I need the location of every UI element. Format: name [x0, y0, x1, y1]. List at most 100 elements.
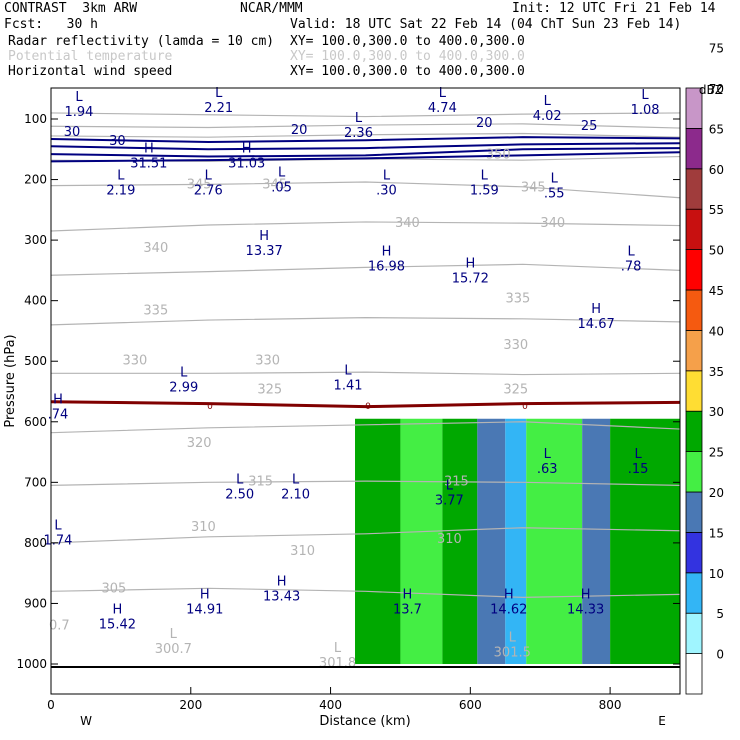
- y-tick-label: 600: [24, 415, 47, 429]
- theta-label: 330: [255, 353, 280, 368]
- theta-contour-330: [51, 317, 680, 326]
- wind-label: 30: [64, 125, 81, 140]
- wind-label: 20: [476, 116, 493, 131]
- wind-contour-20: [51, 147, 680, 158]
- theta-label: 340: [540, 216, 565, 231]
- extremum-marker: H: [277, 574, 287, 589]
- theta-label: 310: [437, 532, 462, 547]
- y-tick-label: 800: [24, 536, 47, 550]
- extremum-marker: L: [383, 169, 391, 184]
- theta-label: 310: [290, 544, 315, 559]
- extremum-marker: H: [53, 393, 63, 408]
- extremum-marker: H: [144, 141, 154, 156]
- colorbar-level: 45: [709, 284, 724, 298]
- colorbar-unit: dBZ: [699, 83, 723, 97]
- extremum-value: 16.98: [368, 259, 405, 274]
- reflectivity-band-0: [355, 418, 401, 664]
- x-tick-label: 400: [319, 698, 342, 712]
- field-name-theta: Potential temperature: [8, 49, 173, 64]
- theta-extremum-value: 300.7: [155, 642, 192, 657]
- theta-label: 315: [444, 474, 469, 489]
- colorbar-level: 5: [716, 607, 724, 621]
- colorbar-level: 30: [709, 405, 724, 419]
- colorbar-level: 0: [716, 648, 724, 662]
- theta-label: 350: [486, 147, 511, 162]
- x-tick-label: 200: [179, 698, 202, 712]
- colorbar-level: 10: [709, 567, 724, 581]
- reflectivity-band-5: [526, 418, 583, 664]
- extremum-marker: L: [54, 519, 62, 534]
- extremum-value: .05: [271, 181, 292, 196]
- colorbar-level: 75: [709, 42, 724, 56]
- extremum-marker: L: [355, 111, 363, 126]
- y-axis-label: Pressure (hPa): [3, 334, 18, 427]
- zero-isotherm: [51, 400, 680, 409]
- theta-extremum-value: 301.8: [319, 656, 356, 671]
- colorbar-level: 20: [709, 486, 724, 500]
- theta-contour-310: [51, 527, 680, 544]
- colorbar-level: 65: [709, 122, 724, 136]
- theta-contour-335: [51, 263, 680, 276]
- wind-contour-15: [51, 151, 680, 163]
- extremum-value: 1.74: [44, 534, 73, 549]
- extremum-marker: H: [382, 244, 392, 259]
- colorbar-swatch: [685, 572, 703, 614]
- extremum-value: .78: [621, 259, 642, 274]
- colorbar-swatch: [685, 491, 703, 533]
- contour-labels: 340 340 335 330 330 330 325 325 320 315 310 305 0.7 3…: [44, 86, 660, 671]
- extremum-marker: L: [551, 172, 559, 187]
- colorbar-swatch: [685, 208, 703, 250]
- extremum-marker: H: [591, 302, 601, 317]
- field-name-reflectivity: Radar reflectivity (lamda = 10 cm): [8, 34, 275, 49]
- extremum-marker: L: [205, 169, 213, 184]
- extremum-marker: L: [544, 447, 552, 462]
- theta-contour-315: [51, 480, 680, 486]
- x-end-label-left: W: [80, 714, 92, 728]
- theta-contour-370: [51, 132, 680, 138]
- extremum-value: .30: [376, 184, 397, 199]
- colorbar-level: 35: [709, 365, 724, 379]
- theta-contour-375: [51, 123, 680, 129]
- wind-label: 20: [291, 123, 308, 138]
- x-tick-label: 0: [47, 698, 55, 712]
- colorbar-level: 50: [709, 244, 724, 258]
- colorbar-swatch: [685, 329, 703, 372]
- theta-label: 335: [505, 291, 530, 306]
- theta-label: 310: [191, 520, 216, 535]
- reflectivity-band-6: [582, 418, 611, 664]
- extremum-marker: H: [504, 588, 514, 603]
- extremum-marker: L: [278, 166, 286, 181]
- x-end-label-right: E: [658, 714, 666, 728]
- colorbar-swatch: [685, 532, 703, 574]
- theta-extremum-marker: L: [170, 627, 178, 642]
- y-tick-label: 400: [24, 294, 47, 308]
- extremum-marker: H: [581, 588, 591, 603]
- extremum-value: 2.50: [225, 488, 254, 503]
- colorbar-level: 60: [709, 163, 724, 177]
- y-tick-label: 700: [24, 475, 47, 489]
- theta-label: 320: [187, 436, 212, 451]
- reflectivity-band-3: [477, 418, 506, 664]
- x-tick-label: 800: [599, 698, 622, 712]
- theta-label: 0.7: [49, 618, 70, 633]
- theta-contour-305: [51, 587, 680, 598]
- extremum-value: 2.99: [169, 380, 198, 395]
- extremum-marker: L: [215, 86, 223, 101]
- extremum-marker: H: [113, 603, 123, 618]
- x-tick-label: 600: [459, 698, 482, 712]
- theta-contour-320: [51, 421, 680, 434]
- theta-label: 340: [143, 241, 168, 256]
- model-label: CONTRAST 3km ARW: [4, 1, 138, 16]
- extremum-marker: L: [446, 479, 454, 494]
- wind-label: 25: [581, 119, 598, 134]
- extremum-marker: L: [292, 473, 300, 488]
- extremum-value: 2.76: [194, 184, 223, 199]
- extremum-value: 3.77: [435, 494, 464, 509]
- reflectivity-band-4: [505, 418, 527, 664]
- center-label: NCAR/MMM: [240, 1, 303, 16]
- colorbar-swatch: [685, 612, 703, 655]
- extremum-value: 13.7: [393, 603, 422, 618]
- theta-label: 325: [257, 382, 282, 397]
